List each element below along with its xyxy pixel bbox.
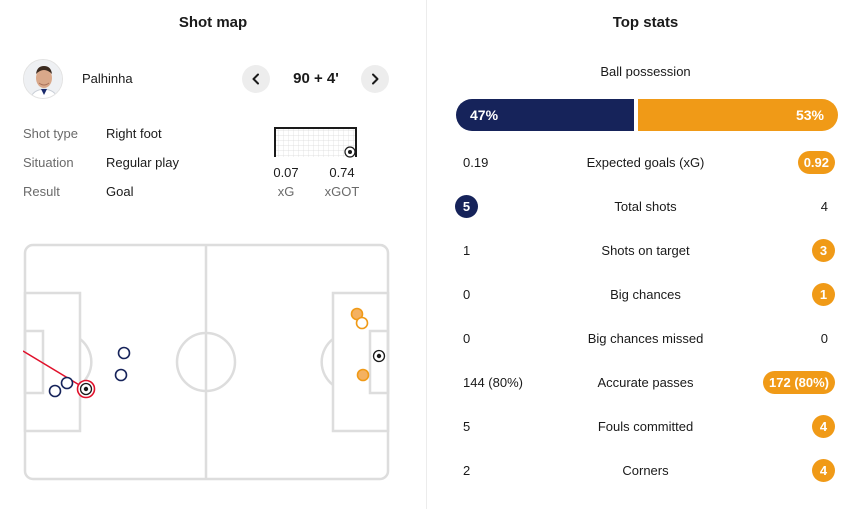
situation-value: Regular play bbox=[106, 155, 179, 170]
shot-marker-home[interactable] bbox=[117, 346, 131, 360]
stat-row: Big chances 0 1 bbox=[427, 283, 864, 307]
possession-away-value: 53% bbox=[795, 107, 824, 123]
stat-name: Corners bbox=[622, 463, 669, 478]
result-label: Result bbox=[23, 184, 60, 199]
shot-marker-home[interactable] bbox=[48, 384, 62, 398]
stat-home-value: 5 bbox=[455, 195, 478, 218]
stat-home-value: 5 bbox=[463, 419, 471, 434]
shot-map-title: Shot map bbox=[178, 14, 248, 31]
stat-away-value: 4 bbox=[812, 415, 835, 438]
next-shot-button[interactable] bbox=[361, 65, 389, 93]
football-icon bbox=[344, 146, 356, 158]
stat-row: Shots on target 1 3 bbox=[427, 239, 864, 263]
stat-name: Shots on target bbox=[601, 243, 690, 258]
chevron-left-icon bbox=[252, 73, 259, 85]
stat-away-value: 172 (80%) bbox=[763, 371, 835, 394]
player-name[interactable]: Palhinha bbox=[82, 71, 133, 86]
possession-bar-home: 47% bbox=[456, 99, 634, 131]
stat-row: Total shots 5 4 bbox=[427, 195, 864, 219]
shot-marker-away[interactable] bbox=[355, 316, 369, 330]
shot-marker-home[interactable] bbox=[60, 376, 74, 390]
stat-name: Big chances bbox=[610, 287, 681, 302]
shot-map-panel: Shot map Palhinha 90 + 4' Shot type Righ… bbox=[0, 0, 426, 509]
stat-home-value: 144 (80%) bbox=[463, 375, 523, 390]
result-value: Goal bbox=[106, 184, 134, 199]
stat-name: Fouls committed bbox=[597, 419, 694, 434]
xgot-value: 0.74 bbox=[329, 165, 355, 180]
stat-away-value: 3 bbox=[812, 239, 835, 262]
stat-away-value: 0 bbox=[820, 331, 828, 346]
panel-divider bbox=[426, 0, 427, 509]
top-stats-panel: Top stats Ball possession 47% 53% Expect… bbox=[427, 0, 864, 509]
chevron-right-icon bbox=[372, 73, 379, 85]
xgot-label: xGOT bbox=[324, 184, 360, 199]
stat-home-value: 0 bbox=[463, 287, 471, 302]
situation-label: Situation bbox=[23, 155, 74, 170]
possession-home-value: 47% bbox=[470, 107, 499, 123]
stat-name: Total shots bbox=[614, 199, 677, 214]
top-stats-title: Top stats bbox=[612, 14, 679, 31]
stat-name: Big chances missed bbox=[587, 331, 704, 346]
stat-away-value: 1 bbox=[812, 283, 835, 306]
selected-goal-marker[interactable] bbox=[76, 379, 96, 399]
stat-home-value: 2 bbox=[463, 463, 471, 478]
football-icon[interactable] bbox=[372, 349, 386, 363]
stat-home-value: 1 bbox=[463, 243, 471, 258]
goal-frame-graphic bbox=[274, 127, 357, 158]
stat-home-value: 0.19 bbox=[463, 155, 489, 170]
stat-row: Expected goals (xG) 0.19 0.92 bbox=[427, 151, 864, 175]
shot-marker-home[interactable] bbox=[114, 368, 128, 382]
shot-map-pitch bbox=[23, 243, 390, 481]
possession-label: Ball possession bbox=[600, 64, 691, 79]
stat-row: Big chances missed 0 0 bbox=[427, 327, 864, 351]
shot-type-value: Right foot bbox=[106, 126, 162, 141]
xg-label: xG bbox=[277, 184, 295, 199]
stat-away-value: 0.92 bbox=[797, 151, 835, 174]
stat-row: Accurate passes 144 (80%) 172 (80%) bbox=[427, 371, 864, 395]
shot-trajectory-line bbox=[23, 350, 87, 390]
stat-row: Corners 2 4 bbox=[427, 459, 864, 483]
player-avatar[interactable] bbox=[23, 59, 63, 99]
player-photo-icon bbox=[24, 60, 62, 98]
stat-away-value: 4 bbox=[812, 459, 835, 482]
possession-bar-away: 53% bbox=[638, 99, 838, 131]
xg-value: 0.07 bbox=[273, 165, 299, 180]
stat-home-value: 0 bbox=[463, 331, 471, 346]
previous-shot-button[interactable] bbox=[242, 65, 270, 93]
stat-name: Accurate passes bbox=[597, 375, 694, 390]
stat-away-value: 4 bbox=[820, 199, 828, 214]
stat-name: Expected goals (xG) bbox=[586, 155, 705, 170]
shot-type-label: Shot type bbox=[23, 126, 78, 141]
shot-marker-away[interactable] bbox=[356, 368, 370, 382]
shot-minute: 90 + 4' bbox=[293, 70, 339, 87]
stat-row: Fouls committed 5 4 bbox=[427, 415, 864, 439]
